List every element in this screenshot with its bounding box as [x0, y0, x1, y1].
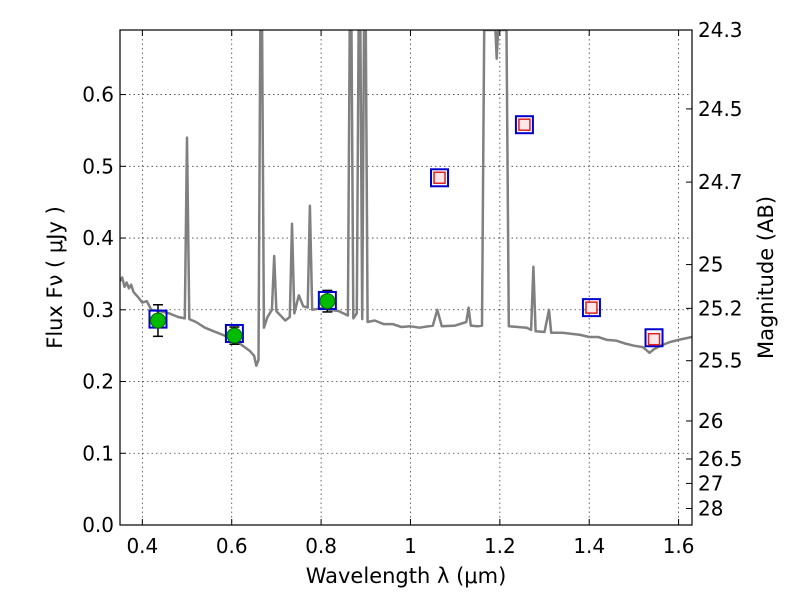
right-tick-label: 25	[698, 253, 723, 277]
right-axis-label: Magnitude (AB)	[754, 196, 778, 359]
x-tick-label: 1.6	[663, 534, 695, 558]
y-tick-label: 0.4	[82, 226, 114, 250]
axis-ticks: 0.4 0.6 0.8 1 1.2 1.4 1.6 0.0 0.1 0.2 0.3 0.4 0.5 0.6…	[82, 18, 742, 558]
y-tick-label: 0.0	[82, 513, 114, 537]
y-tick-label: 0.1	[82, 441, 114, 465]
right-tick-label: 26.5	[698, 447, 743, 471]
model-spectrum-line	[120, 30, 692, 367]
observed-marker	[319, 293, 336, 310]
x-tick-label: 0.6	[216, 534, 248, 558]
observed-marker	[149, 312, 166, 329]
predicted-marker	[433, 171, 446, 185]
right-tick-label: 25.5	[698, 349, 743, 373]
x-tick-label: 1.2	[484, 534, 516, 558]
x-axis-label: Wavelength λ (μm)	[306, 564, 507, 588]
right-tick-label: 24.7	[698, 170, 743, 194]
observed-marker	[226, 327, 243, 344]
x-tick-label: 0.4	[126, 534, 158, 558]
predicted-marker	[647, 332, 661, 346]
plot-area	[120, 30, 692, 367]
model-photometry-marker	[581, 298, 601, 318]
model-photometry-marker	[644, 328, 664, 348]
plot-clipped	[120, 30, 692, 367]
y-tick-label: 0.5	[82, 154, 114, 178]
x-tick-label: 1.4	[573, 534, 605, 558]
predicted-marker	[585, 301, 598, 314]
right-tick-label: 26	[698, 409, 723, 433]
y-tick-label: 0.6	[82, 83, 114, 107]
y-tick-label: 0.3	[82, 298, 114, 322]
right-tick-label: 24.5	[698, 97, 743, 121]
right-tick-label: 24.3	[698, 18, 743, 42]
right-tick-label: 27	[698, 471, 723, 495]
right-tick-label: 28	[698, 497, 723, 521]
x-tick-label: 1	[404, 534, 417, 558]
y-tick-label: 0.2	[82, 370, 114, 394]
model-photometry-marker	[430, 168, 450, 188]
x-tick-label: 0.8	[305, 534, 337, 558]
model-photometry-marker	[514, 115, 534, 135]
right-tick-label: 25.2	[698, 296, 743, 320]
plot-frame	[119, 29, 693, 526]
y-axis-label: Flux Fν ( μJy )	[43, 206, 67, 349]
grid	[120, 30, 692, 526]
predicted-marker	[518, 118, 531, 131]
